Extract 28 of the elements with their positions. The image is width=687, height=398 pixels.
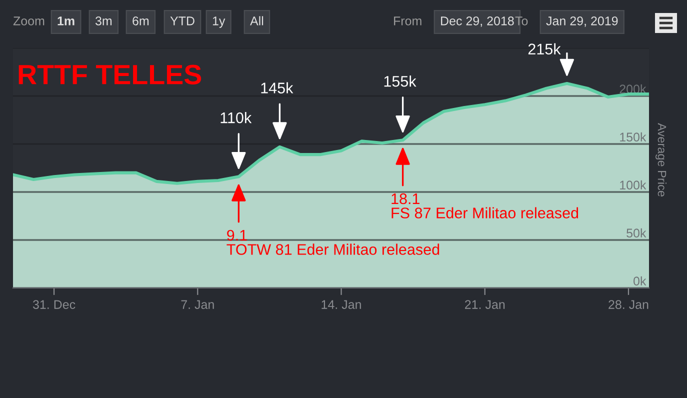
- text: YTD: [170, 16, 194, 26]
- text: 1y: [212, 16, 226, 28]
- x-tick-label: 28. Jan: [608, 300, 648, 309]
- text: All: [250, 16, 264, 26]
- y-axis-title: Average Price: [655, 123, 667, 196]
- x-tick-label: 31. Dec: [32, 300, 76, 309]
- annotation: 110k: [220, 112, 252, 124]
- y-tick-label: 100k: [620, 180, 646, 190]
- annotation: 155k: [384, 76, 416, 87]
- text: Dec 29, 2018: [441, 16, 514, 27]
- y-tick-label: 0k: [634, 276, 646, 286]
- text: 3m: [95, 16, 112, 26]
- text: To: [515, 16, 528, 26]
- chart-title: RTTF TELLES: [18, 64, 202, 84]
- x-tick-label: 21. Jan: [465, 300, 505, 309]
- text: Zoom: [13, 16, 44, 26]
- annotation: 215k: [528, 43, 561, 54]
- text: 6m: [132, 16, 149, 26]
- text: 1m: [58, 16, 74, 26]
- x-tick-label: 14. Jan: [322, 300, 361, 309]
- text: Jan 29, 2019: [546, 16, 618, 27]
- y-tick-label: 50k: [626, 228, 646, 238]
- x-tick-label: 7. Jan: [181, 300, 214, 309]
- annotation: 18.1 FS 87 Eder Militao released: [392, 193, 578, 218]
- text: From: [394, 16, 422, 26]
- y-tick-label: 150k: [620, 132, 646, 142]
- annotation: 145k: [261, 82, 294, 94]
- annotation: 9.1 TOTW 81 Eder Militao released: [226, 230, 440, 255]
